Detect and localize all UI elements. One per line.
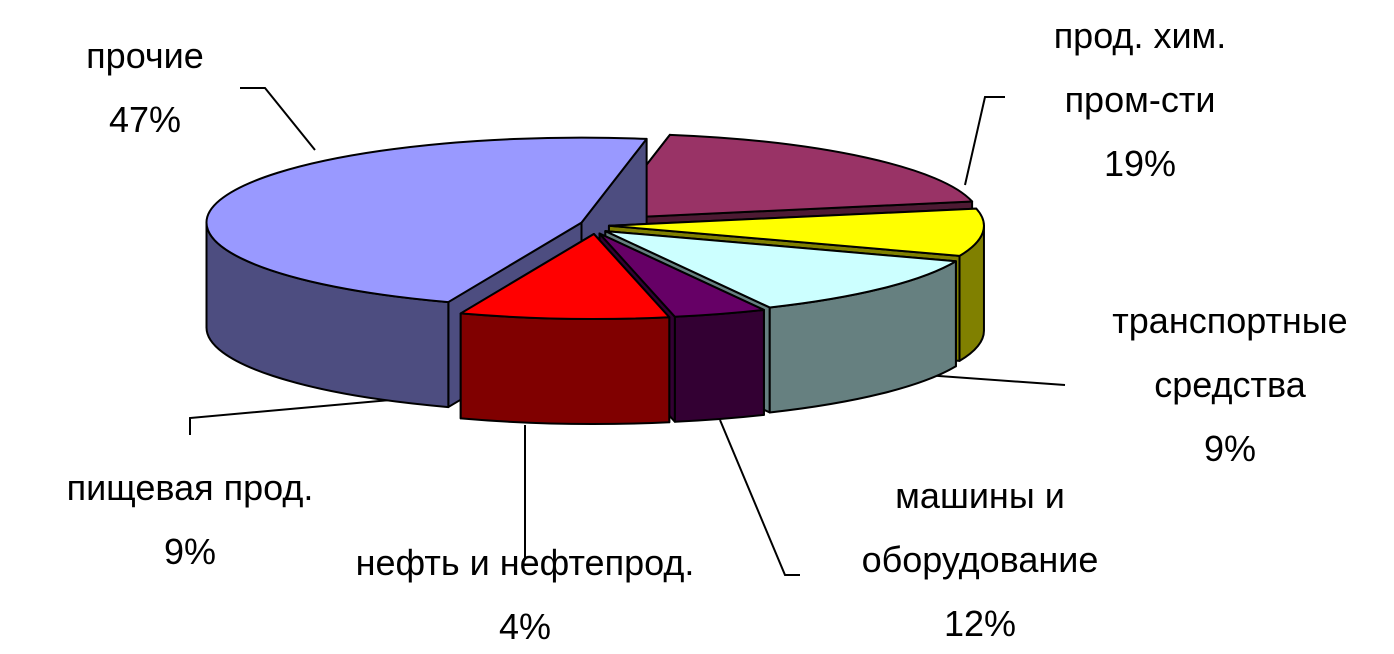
slice-label: машины и оборудование 12%	[862, 464, 1099, 654]
value-label: 9%	[163, 531, 217, 572]
slice	[603, 133, 974, 220]
value-label: 19%	[1103, 143, 1177, 184]
category-label: прочие	[86, 35, 204, 76]
slice-wall	[459, 312, 671, 425]
leader-line	[240, 87, 316, 151]
leader-line	[189, 399, 391, 435]
slice-wall	[673, 308, 765, 423]
slice	[205, 136, 648, 304]
slice-label: транспортные средства 9%	[1112, 289, 1347, 481]
slice	[459, 232, 671, 320]
value-label: 47%	[108, 99, 182, 140]
category-label: машины и оборудование	[861, 475, 1099, 580]
leader-line	[964, 96, 1005, 186]
slice-label: прочие 47%	[86, 24, 204, 152]
leader-line	[924, 374, 1066, 386]
category-label: прод. хим. пром-сти	[1053, 15, 1227, 120]
slice-label: нефть и нефтепрод. 4%	[356, 531, 695, 654]
category-label: нефть и нефтепрод.	[355, 542, 695, 583]
slice	[604, 230, 957, 309]
slice	[607, 207, 985, 257]
slice-label: пищевая прод. 9%	[67, 456, 314, 584]
leader-line	[719, 419, 800, 576]
slice	[598, 232, 765, 318]
value-label: 12%	[943, 603, 1017, 644]
slice-label: прод. хим. пром-сти 19%	[1054, 4, 1227, 196]
category-label: транспортные средства	[1112, 300, 1348, 405]
category-label: пищевая прод.	[66, 467, 314, 508]
value-label: 4%	[498, 606, 552, 647]
value-label: 9%	[1203, 428, 1257, 469]
